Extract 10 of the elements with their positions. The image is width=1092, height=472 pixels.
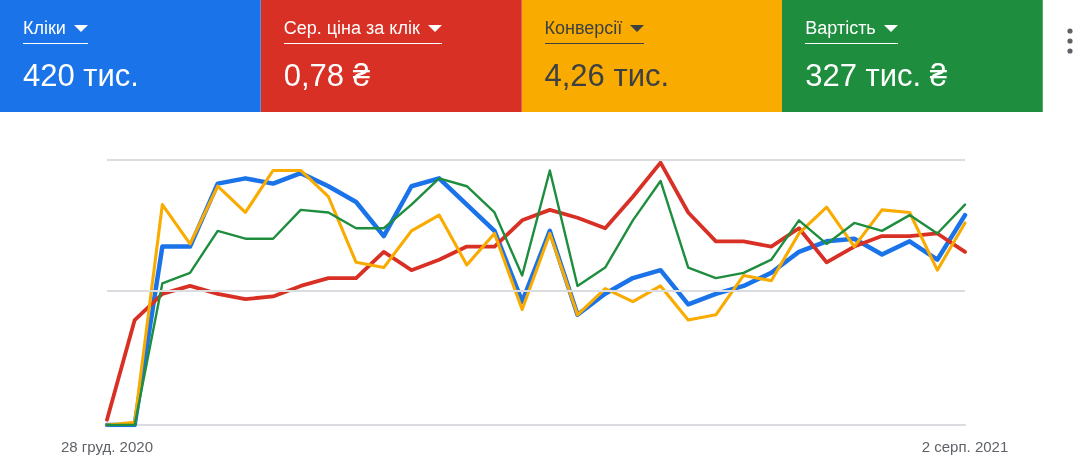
text: 420 тис. [23, 58, 140, 94]
text: 327 тис. ₴ [805, 58, 949, 94]
text: 4,26 тис. [544, 58, 671, 94]
text: Вартість [805, 18, 876, 39]
text: Кліки [23, 18, 66, 39]
x-tick-label: 28 груд. 2020 [61, 438, 153, 455]
text: Конверсії [544, 18, 623, 39]
x-tick-label: 2 серп. 2021 [921, 438, 1009, 455]
text: 0,78 ₴ [283, 58, 371, 94]
text: Сер. ціна за клік [283, 18, 420, 39]
